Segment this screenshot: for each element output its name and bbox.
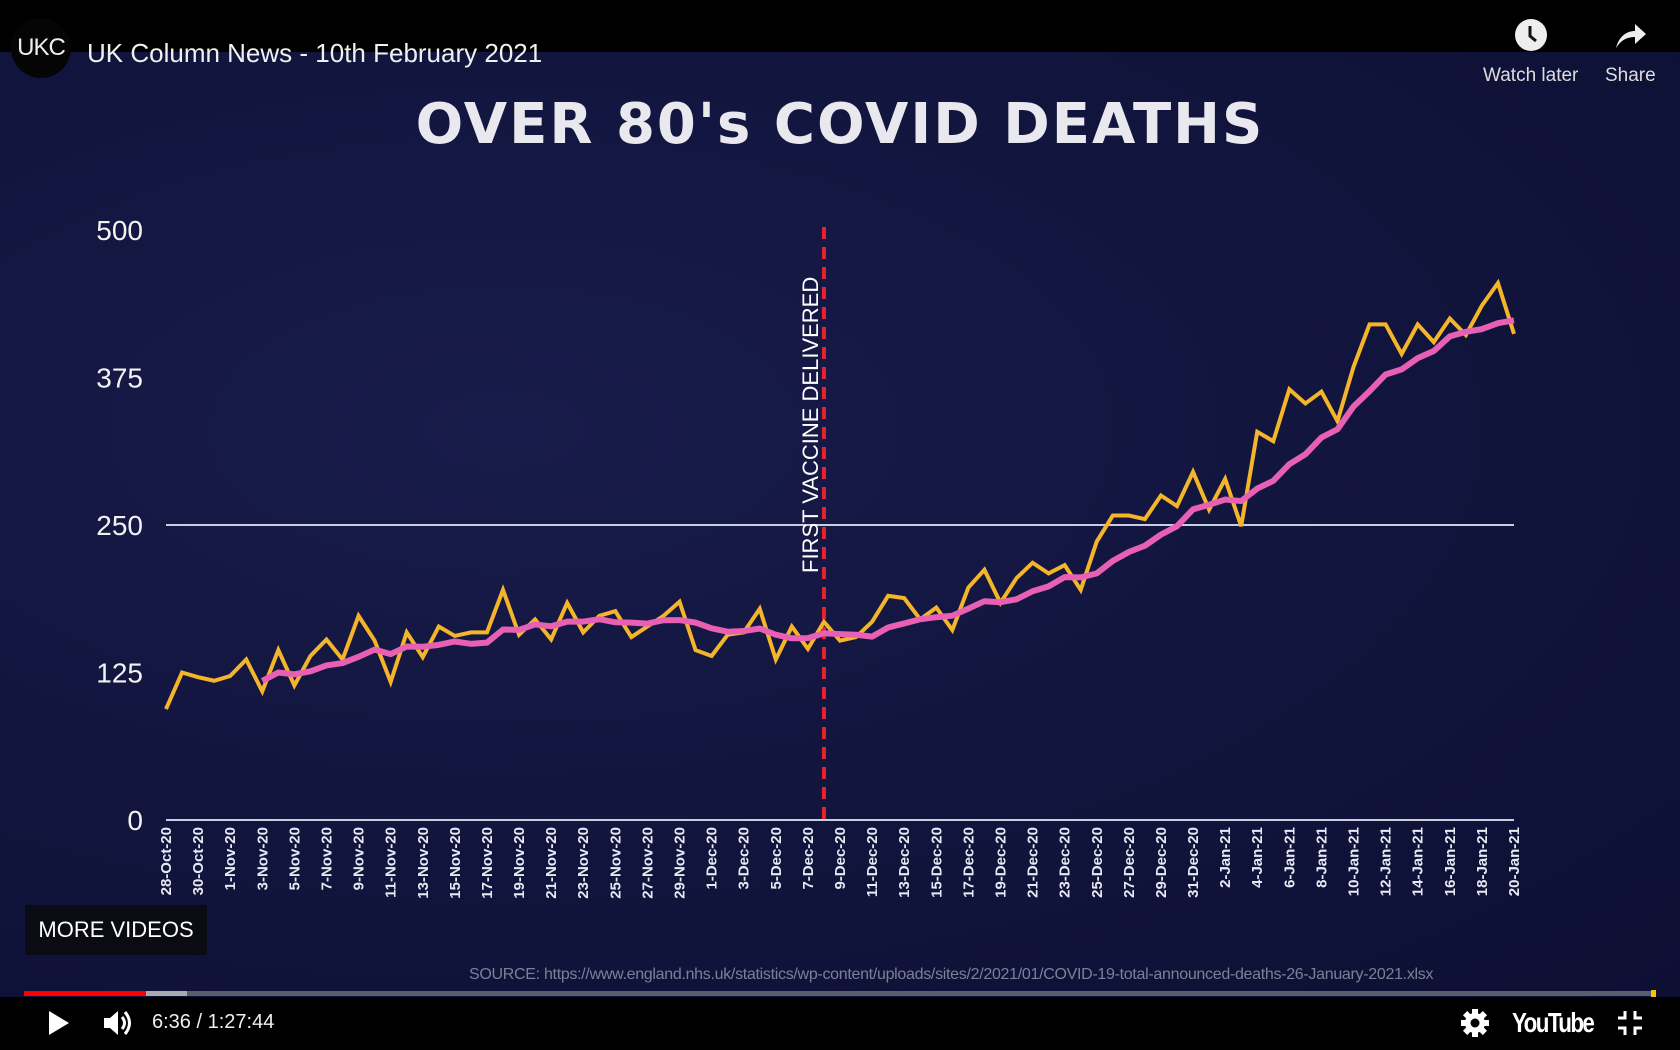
x-tick-label: 17-Nov-20: [479, 827, 496, 899]
x-axis: 28-Oct-20 30-Oct-20 1-Nov-20 3-Nov-20 5-Nov-…: [158, 819, 1523, 899]
x-tick-label: 20-Jan-21: [1506, 827, 1523, 896]
share-button[interactable]: Share: [1605, 18, 1656, 87]
x-tick-label: 3-Nov-20: [254, 827, 271, 890]
x-tick-label: 29-Nov-20: [672, 827, 689, 899]
x-tick-label: 28-Oct-20: [158, 827, 175, 895]
y-axis: 0 125 250 375 500: [96, 215, 143, 836]
x-tick-label: 8-Jan-21: [1313, 827, 1330, 888]
x-tick-label: 6-Jan-21: [1281, 827, 1298, 888]
line-chart: 0 125 250 375 500 28-Oct-20 30-Oct-20 1-Nov-20…: [96, 215, 1523, 899]
x-tick-label: 15-Dec-20: [928, 827, 945, 898]
x-tick-label: 31-Dec-20: [1185, 827, 1202, 898]
exit-fullscreen-icon[interactable]: [1616, 1009, 1644, 1037]
daily-deaths-line: [164, 278, 1516, 710]
vaccine-annotation-label: FIRST VACCINE DELIVERED: [798, 277, 823, 573]
vaccine-annotation: FIRST VACCINE DELIVERED: [798, 227, 826, 820]
x-tick-label: 9-Nov-20: [351, 827, 368, 890]
x-tick-label: 11-Nov-20: [383, 827, 400, 898]
progress-bar[interactable]: [24, 990, 1656, 997]
x-tick-label: 29-Dec-20: [1153, 827, 1170, 898]
x-tick-label: 7-Dec-20: [800, 827, 817, 890]
x-tick-label: 23-Dec-20: [1057, 827, 1074, 898]
x-tick-label: 27-Dec-20: [1121, 827, 1138, 898]
y-tick-label: 0: [127, 805, 143, 836]
y-tick-label: 250: [96, 510, 143, 541]
chart-title: OVER 80's COVID DEATHS: [415, 92, 1265, 157]
x-tick-label: 1-Nov-20: [222, 827, 239, 890]
time-display: 6:36 / 1:27:44: [152, 1011, 275, 1033]
x-tick-label: 30-Oct-20: [190, 827, 207, 895]
source-caption: SOURCE: https://www.england.nhs.uk/stati…: [469, 966, 1434, 983]
x-tick-label: 23-Nov-20: [575, 827, 592, 899]
x-tick-label: 10-Jan-21: [1346, 827, 1363, 896]
clock-icon: [1514, 19, 1547, 51]
played-bar: [24, 991, 147, 996]
series-lines: [164, 278, 1516, 710]
x-tick-label: 18-Jan-21: [1474, 827, 1491, 896]
x-tick-label: 12-Jan-21: [1378, 827, 1395, 896]
watch-later-label: Watch later: [1483, 65, 1579, 86]
x-tick-label: 13-Nov-20: [415, 827, 432, 899]
seven-day-average-line: [260, 317, 1515, 684]
share-label: Share: [1605, 65, 1656, 86]
watch-later-button[interactable]: Watch later: [1483, 18, 1578, 87]
share-arrow-icon: [1616, 24, 1647, 48]
x-tick-label: 5-Nov-20: [286, 827, 303, 890]
x-tick-label: 19-Dec-20: [992, 827, 1009, 898]
x-tick-label: 19-Nov-20: [511, 827, 528, 899]
channel-logo[interactable]: UKC: [11, 18, 71, 78]
chapter-marker: [1651, 990, 1656, 997]
volume-icon[interactable]: [102, 1008, 136, 1038]
player-controls: 6:36 / 1:27:44 YouTube: [0, 997, 1680, 1050]
y-tick-label: 375: [96, 363, 143, 394]
x-tick-label: 1-Dec-20: [704, 827, 721, 890]
x-tick-label: 21-Dec-20: [1025, 827, 1042, 898]
y-tick-label: 125: [96, 658, 143, 689]
x-tick-label: 3-Dec-20: [736, 827, 753, 890]
video-top-bar: UKC UK Column News - 10th February 2021 …: [0, 0, 1680, 100]
more-videos-button[interactable]: MORE VIDEOS: [25, 905, 207, 955]
x-tick-label: 11-Dec-20: [864, 827, 881, 897]
play-icon[interactable]: [46, 1009, 72, 1037]
x-tick-label: 21-Nov-20: [543, 827, 560, 899]
x-tick-label: 27-Nov-20: [639, 827, 656, 899]
youtube-logo[interactable]: YouTube: [1512, 1007, 1595, 1038]
x-tick-label: 5-Dec-20: [768, 827, 785, 890]
x-tick-label: 9-Dec-20: [832, 827, 849, 890]
x-tick-label: 4-Jan-21: [1249, 827, 1266, 888]
x-tick-label: 25-Nov-20: [607, 827, 624, 899]
x-tick-label: 15-Nov-20: [447, 827, 464, 899]
y-tick-label: 500: [96, 215, 143, 246]
x-tick-label: 16-Jan-21: [1442, 827, 1459, 896]
x-tick-label: 2-Jan-21: [1217, 827, 1234, 888]
settings-gear-icon[interactable]: [1460, 1008, 1490, 1038]
x-tick-label: 14-Jan-21: [1410, 827, 1427, 896]
x-tick-label: 25-Dec-20: [1089, 827, 1106, 898]
video-title[interactable]: UK Column News - 10th February 2021: [87, 38, 543, 68]
x-tick-label: 7-Nov-20: [318, 827, 335, 890]
x-tick-label: 13-Dec-20: [896, 827, 913, 898]
x-tick-label: 17-Dec-20: [960, 827, 977, 898]
